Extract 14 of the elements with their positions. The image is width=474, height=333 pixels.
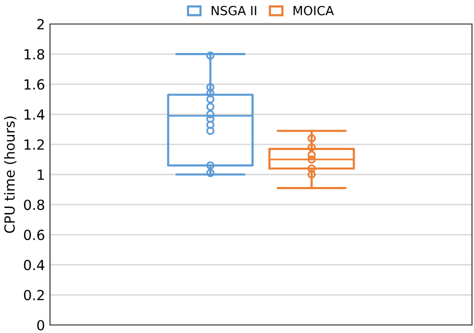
y-tick-label: 0.6	[24, 230, 44, 240]
y-tick-label: 0.4	[24, 260, 44, 270]
y-tick-label: 0	[37, 320, 44, 330]
y-tick-label: 2	[37, 18, 44, 30]
y-tick-label: 1.4	[24, 109, 44, 120]
legend-label: NSGA II	[212, 6, 256, 16]
y-tick-label: 1.8	[24, 49, 44, 60]
y-axis-title: CPU time (hours)	[4, 116, 16, 233]
legend-label: MOICA	[294, 6, 334, 16]
y-tick-label: 1.6	[24, 79, 44, 90]
y-tick-label: 0.8	[24, 200, 44, 210]
y-tick-label: 0.2	[24, 290, 44, 300]
y-tick-label: 1.2	[24, 139, 44, 150]
y-tick-label: 1	[38, 170, 44, 180]
